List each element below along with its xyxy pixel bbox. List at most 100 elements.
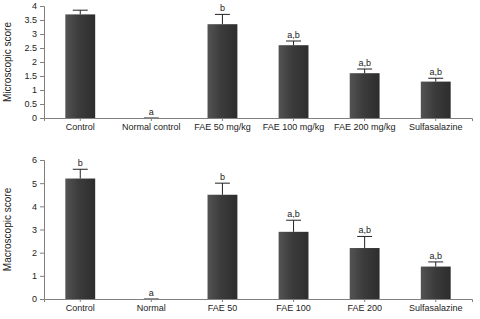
y-tick-label: 1.5 (24, 71, 37, 81)
tick-label-line: FAE 200 (347, 303, 382, 313)
y-axis-title: Macroscopic score (2, 187, 13, 271)
y-tick-label: 2 (32, 57, 37, 67)
y-tick-mark (40, 76, 44, 77)
x-tick: FAE 100 mg/kg (263, 118, 325, 132)
x-tick-label: Normal (137, 303, 166, 313)
x-tick-label: FAE 200 mg/kg (334, 122, 396, 132)
y-tick: 1 (32, 271, 44, 281)
y-axis: 00.511.522.533.54 (24, 1, 44, 123)
y-tick-mark (40, 62, 44, 63)
y-tick-label: 4 (32, 202, 37, 212)
x-tick-label: Sulfasalazine (409, 122, 463, 132)
error-bar (286, 220, 301, 232)
y-tick-label: 0 (32, 113, 37, 123)
y-tick-label: 4 (32, 1, 37, 11)
plot-area (65, 169, 450, 299)
tick-label-line: Control (66, 122, 95, 132)
x-tick-mark (222, 299, 223, 302)
error-bar (357, 236, 372, 248)
y-tick-mark (40, 48, 44, 49)
y-tick: 0 (32, 294, 44, 304)
error-bar (73, 169, 88, 178)
x-tick: FAE 50 mg/kg (194, 118, 251, 132)
x-tick-label: FAE 200 (347, 303, 382, 313)
x-tick-mark (435, 299, 436, 302)
y-tick: 1.5 (24, 71, 44, 81)
y-tick-mark (40, 183, 44, 184)
annotation: a,b (429, 251, 442, 261)
y-tick: 2 (32, 57, 44, 67)
y-tick: 4 (32, 202, 44, 212)
x-tick-label: Control (66, 122, 95, 132)
annotation: a (149, 107, 154, 117)
y-tick: 0 (32, 113, 44, 123)
x-tick: Control (66, 118, 95, 132)
tick-label-line: Normal control (122, 122, 181, 132)
x-tick-mark (151, 118, 152, 121)
y-tick-label: 5 (32, 179, 37, 189)
annotation: b (220, 172, 225, 182)
x-tick: FAE 50 (208, 299, 238, 313)
x-tick-mark (364, 118, 365, 121)
y-tick-mark (40, 34, 44, 35)
x-tick: Normal control (122, 118, 181, 132)
tick-label-line: FAE 100 (276, 303, 311, 313)
annotations: aba,ba,ba,b (149, 3, 442, 117)
y-tick: 0.5 (24, 99, 44, 109)
tick-label-line: FAE 100 mg/kg (263, 122, 325, 132)
x-axis-line (45, 300, 473, 303)
bar (136, 299, 166, 300)
x-tick-label: FAE 100 (276, 303, 311, 313)
figure: 0 0.5 1 1.5 2 2.5 3 3.5 4 Control Normal control FA… (0, 0, 480, 319)
x-axis: Control Normal control FAE 50 mg/kg FAE 100… (45, 118, 473, 132)
y-tick-label: 2 (32, 248, 37, 258)
y-tick-mark (40, 299, 44, 300)
chart: 0123456ControlNormalFAE 50FAE 100FAE 200… (2, 155, 473, 313)
tick-label-line: FAE 200 mg/kg (334, 122, 396, 132)
tick-label-line: FAE 50 (208, 303, 238, 313)
x-tick: Sulfasalazine (409, 118, 463, 132)
y-tick: 3 (32, 225, 44, 235)
x-tick-mark (293, 118, 294, 121)
x-tick-mark (80, 299, 81, 302)
y-tick-mark (40, 160, 44, 161)
y-tick-mark (40, 230, 44, 231)
annotation: b (220, 3, 225, 13)
error-bar (144, 118, 159, 119)
x-tick: FAE 100 (276, 299, 311, 313)
bar (421, 82, 451, 118)
error-bar (428, 78, 443, 81)
y-tick: 3.5 (24, 15, 44, 25)
error-bar (357, 69, 372, 73)
x-tick-label: FAE 100 mg/kg (263, 122, 325, 132)
annotation: a,b (287, 209, 300, 219)
bar (136, 118, 166, 119)
error-bar (215, 14, 230, 24)
x-tick-mark (151, 299, 152, 302)
x-tick-label: FAE 50 mg/kg (194, 122, 251, 132)
y-axis: 0123456 (32, 155, 45, 304)
y-tick-label: 2.5 (24, 43, 37, 53)
error-bar (73, 10, 88, 14)
y-tick-label: 3.5 (24, 15, 37, 25)
bar (208, 24, 238, 118)
y-tick-mark (40, 20, 44, 21)
x-tick-mark (222, 118, 223, 121)
y-tick-label: 3 (32, 225, 37, 235)
y-tick: 2 (32, 248, 44, 258)
error-bars (73, 10, 443, 118)
error-bar (144, 299, 159, 300)
x-tick-mark (80, 118, 81, 121)
x-tick-label: FAE 50 (208, 303, 238, 313)
x-tick: FAE 200 (347, 299, 382, 313)
y-tick-label: 1 (32, 85, 37, 95)
y-tick: 1 (32, 85, 44, 95)
x-tick-label: Sulfasalazine (409, 303, 463, 313)
y-tick-mark (40, 253, 44, 254)
y-axis-line (40, 161, 45, 300)
y-axis-line (40, 7, 45, 119)
annotation: a (149, 288, 154, 298)
error-bars (73, 169, 443, 299)
x-tick: Control (66, 299, 95, 313)
bar (208, 195, 238, 299)
